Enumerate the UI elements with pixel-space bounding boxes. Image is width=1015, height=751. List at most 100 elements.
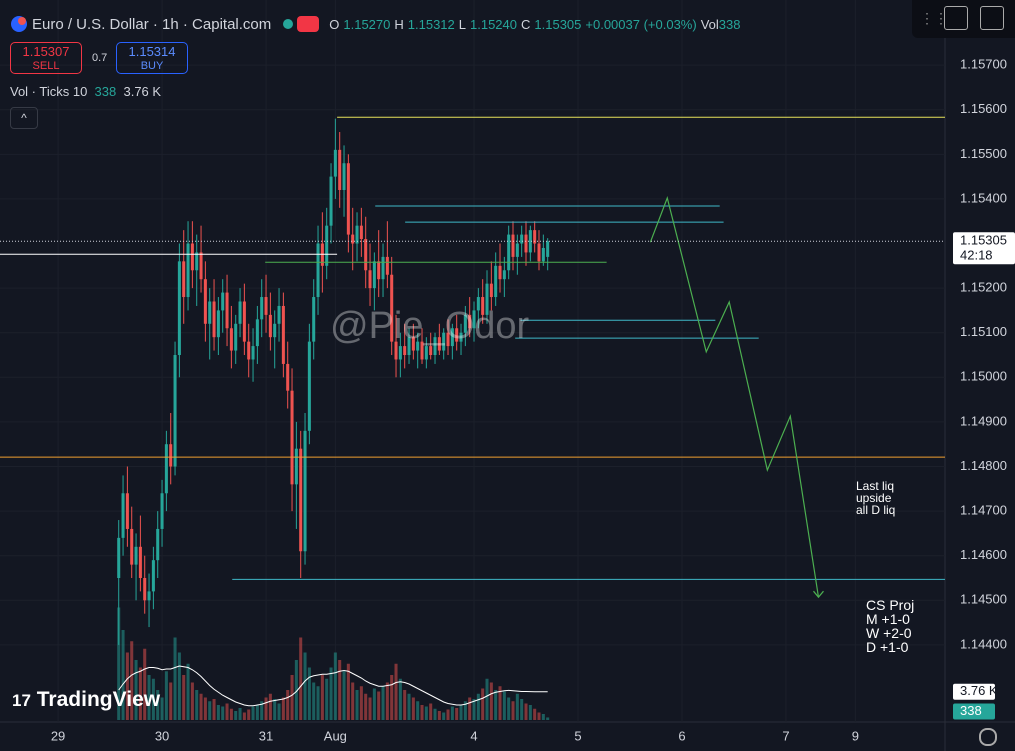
candle-body <box>286 363 290 391</box>
volume-bar <box>472 699 476 720</box>
volume-bar <box>381 686 385 720</box>
volume-bar <box>463 701 467 720</box>
volume-bar <box>433 708 437 720</box>
volume-bar <box>316 686 320 720</box>
note-line: M +1-0 <box>866 611 910 627</box>
volume-bar <box>286 690 290 720</box>
volume-bar <box>407 693 411 720</box>
candle-body <box>130 528 134 565</box>
market-icon[interactable] <box>297 16 320 32</box>
buy-price: 1.15314 <box>128 44 176 59</box>
drag-handle[interactable]: ⋮⋮ <box>920 10 948 26</box>
volume-bar <box>498 686 502 720</box>
liq-note: Last liq upside all D liq <box>856 480 895 516</box>
buy-button[interactable]: 1.15314 BUY <box>116 42 188 74</box>
sell-button[interactable]: 1.15307 SELL <box>10 42 82 74</box>
volume-bar <box>446 709 450 720</box>
volume-bar <box>320 675 324 720</box>
candle-body <box>489 283 493 298</box>
settings-button[interactable] <box>979 728 997 746</box>
candle-body <box>294 448 298 485</box>
volume-bar <box>355 690 359 720</box>
legend-name: Vol · Ticks 10 <box>10 84 88 99</box>
watermark: @Pie_Odor <box>330 305 530 347</box>
candle-body <box>138 546 142 579</box>
volume-bar <box>203 697 207 720</box>
sell-label: SELL <box>32 60 60 72</box>
volume-bar <box>390 675 394 720</box>
y-tick-label: 1.14500 <box>960 592 1007 607</box>
candle-body <box>450 328 454 347</box>
candle-body <box>216 310 220 338</box>
volume-bar <box>255 705 259 720</box>
volume-bar <box>541 714 545 720</box>
candle-body <box>524 234 528 253</box>
volume-bar <box>125 652 129 720</box>
note-line: Last liq <box>856 479 895 493</box>
projection-note: CS Proj M +1-0 W +2-0 D +1-0 <box>866 598 914 654</box>
volume-bar <box>368 697 372 720</box>
ma-label: 3.76 K <box>960 683 998 698</box>
candle-body <box>268 314 272 338</box>
volume-bar <box>420 705 424 720</box>
y-tick-label: 1.15400 <box>960 190 1007 205</box>
volume-bar <box>195 690 199 720</box>
candle-body <box>242 301 246 342</box>
y-tick-label: 1.14600 <box>960 547 1007 562</box>
candle-body <box>481 297 485 315</box>
volume-bar <box>290 675 294 720</box>
volume-bar <box>481 688 485 720</box>
volume-bar <box>216 705 220 720</box>
volume-bar <box>424 706 428 720</box>
vol-label: Vol <box>700 16 719 32</box>
candle-body <box>346 163 350 235</box>
tool-button[interactable] <box>944 6 968 30</box>
candle-body <box>195 252 199 271</box>
x-tick-label: 7 <box>782 728 789 743</box>
y-tick-label: 1.14800 <box>960 458 1007 473</box>
candle-body <box>403 346 407 356</box>
volume-bar <box>251 706 255 720</box>
volume-bar <box>177 652 181 720</box>
y-tick-label: 1.14900 <box>960 413 1007 428</box>
volume-bar <box>117 607 121 720</box>
volume-bar <box>437 711 441 720</box>
tool-button[interactable] <box>980 6 1004 30</box>
candle-body <box>143 578 147 601</box>
x-tick-label: 6 <box>678 728 685 743</box>
collapse-button[interactable]: ^ <box>10 107 38 129</box>
status-dot <box>283 19 294 29</box>
candle-body <box>147 591 151 601</box>
volume-bar <box>260 701 264 720</box>
candle-body <box>411 337 415 351</box>
volume-bar <box>151 678 155 720</box>
candle-body <box>156 528 160 561</box>
volume-bar <box>199 693 203 720</box>
volume-bar <box>238 708 242 720</box>
candle-body <box>121 493 125 538</box>
candle-body <box>507 234 511 271</box>
volume-bar <box>312 682 316 720</box>
price-label: 1.15305 <box>960 233 1007 248</box>
symbol-logo <box>11 16 27 32</box>
candle-body <box>528 230 532 253</box>
candle-body <box>390 274 394 342</box>
candle-body <box>238 301 242 324</box>
candle-body <box>255 319 259 347</box>
volume-bar <box>138 667 142 720</box>
volume-bar <box>537 712 541 720</box>
volume-bar <box>476 693 480 720</box>
volume-bar <box>190 682 194 720</box>
y-tick-label: 1.15700 <box>960 57 1007 72</box>
symbol-title[interactable]: Euro / U.S. Dollar · 1h · Capital.com <box>32 15 272 33</box>
high-label: H <box>394 16 404 32</box>
low-label: L <box>458 16 466 32</box>
logo-text: TradingView <box>36 688 161 711</box>
ma-label-bg <box>953 683 995 700</box>
tradingview-logo[interactable]: 17 TradingView <box>12 688 160 712</box>
legend-ma: 3.76 K <box>123 84 162 99</box>
candle-body <box>355 225 359 244</box>
y-tick-label: 1.15100 <box>960 324 1007 339</box>
volume-bar <box>277 703 281 720</box>
